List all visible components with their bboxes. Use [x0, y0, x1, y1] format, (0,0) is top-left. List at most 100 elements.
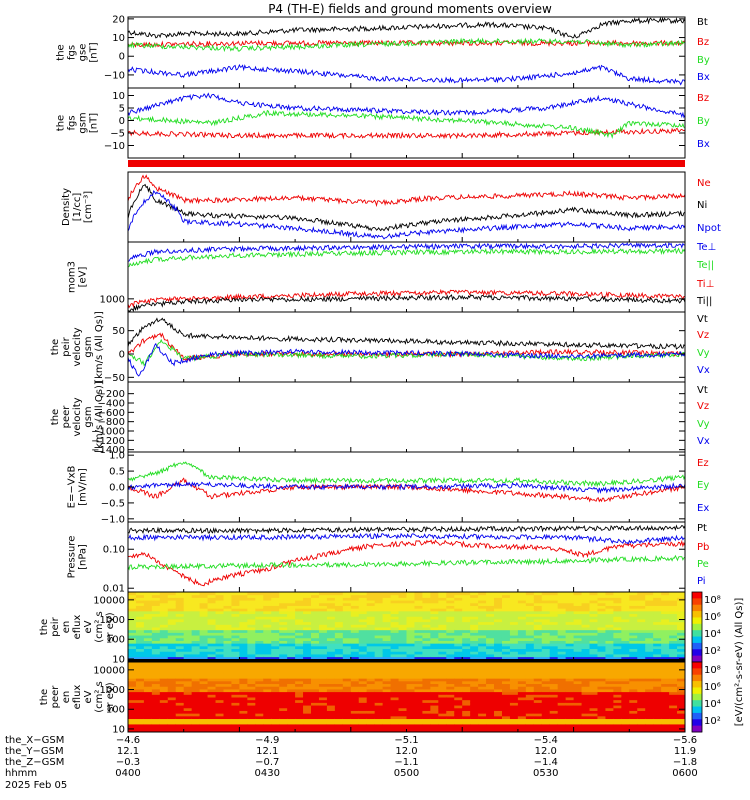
legend-entry: Te||: [696, 260, 714, 271]
series-by-line: [127, 109, 686, 139]
colorbar-label: [eV/(cm²-s-sr-eV) (All Qs)]: [734, 598, 745, 727]
colorbar-band: [692, 636, 702, 644]
legend-entry: Vy: [697, 419, 710, 430]
y-tick-label: 0: [119, 350, 125, 361]
y-axis-label: [eV]: [78, 267, 89, 288]
x-axis-value: 12.1: [256, 746, 278, 757]
colorbar-band: [692, 604, 702, 612]
y-axis-label: the: [50, 409, 61, 425]
legend-entry: Ti||: [696, 296, 712, 307]
y-axis-label: peir: [61, 336, 72, 356]
series-pb-line: [127, 539, 686, 587]
colorbar-tick-label: 10⁶: [704, 682, 721, 693]
y-axis-label: eflux: [72, 685, 83, 710]
x-axis-row-label: the_Y−GSM: [5, 746, 64, 757]
x-axis-labels: the_X−GSM −4.6 −4.9 −5.1 −5.4 −5.6 the_Y−GSM 12…: [5, 735, 698, 791]
y-tick-label: 0.0: [109, 483, 125, 494]
legend-entry: Pe: [697, 559, 709, 570]
legend-entry: Ex: [697, 503, 709, 514]
y-tick-label: −400: [98, 399, 125, 410]
y-axis-label: [nT]: [89, 42, 100, 62]
y-tick-label: −0.5: [101, 498, 125, 509]
series-bx-line: [127, 63, 686, 86]
colorbar-band: [692, 611, 702, 618]
legend-entry: Bz: [697, 93, 709, 104]
spectrogram-p9: [128, 592, 686, 663]
colorbar-tick-label: 10⁴: [704, 629, 721, 640]
colorbar-band: [692, 649, 702, 657]
y-tick-label: 50: [112, 326, 125, 337]
series-te-line: [127, 247, 686, 268]
y-tick-label: 10: [112, 654, 125, 665]
x-axis-value: 0530: [533, 768, 558, 779]
legend-entry: Vy: [697, 348, 710, 359]
y-axis-label: eV: [83, 620, 94, 633]
series-ez-line: [127, 477, 686, 503]
colorbar-band: [692, 687, 702, 695]
y-axis-label: [nPa]: [78, 544, 89, 570]
legend-entry: Pb: [697, 542, 709, 553]
y-axis-label: mom3: [67, 261, 78, 293]
y-axis-label: E=−VxB: [67, 466, 78, 509]
y-axis-label: gsm: [83, 406, 94, 427]
y-tick-label: −1000: [91, 427, 125, 438]
legend-entry: Vx: [697, 365, 710, 376]
y-axis-label: the: [50, 339, 61, 355]
panel-p7: 1.0 0.5 0.0 −0.5 −1.0 E=−VxB [mV/m] Ez Ey Ex: [67, 451, 710, 526]
y-axis-label: sr eV): [105, 612, 116, 641]
legend-entry: Vt: [697, 385, 708, 396]
x-axis-value: −5.6: [673, 735, 697, 746]
y-axis-label: velocity: [72, 397, 83, 436]
series-vy-line: [127, 338, 686, 367]
colorbar: 10⁸ 10⁶ 10⁴ 10² 10⁸ 10⁶ 10⁴ 10² [eV/(cm²-s-sr-eV…: [691, 591, 745, 733]
legend-entry: Ey: [697, 480, 709, 491]
x-axis-value: 11.9: [674, 746, 696, 757]
legend-entry: Vt: [697, 314, 708, 325]
y-tick-label: 0.5: [109, 467, 125, 478]
y-axis-label: peer: [50, 685, 61, 709]
x-axis-value: −5.4: [534, 735, 558, 746]
legend-entry: Vx: [697, 436, 710, 447]
series-pi-line: [127, 532, 686, 546]
y-axis-label: eflux: [72, 615, 83, 640]
legend-entry: Vz: [697, 330, 709, 341]
series-ni-line: [127, 183, 686, 232]
y-axis-label: [cm⁻³]: [83, 191, 94, 223]
legend-entry: Ni: [697, 200, 707, 211]
series-ti-line: [127, 294, 686, 312]
panel-p3: Density [1/cc] [cm⁻³] Ne Ni Npot: [61, 171, 721, 243]
colorbar-band: [692, 642, 702, 650]
panel-p2: 10 50 −5−10 the fgs gsm [nT] Bz By Bx: [56, 87, 710, 159]
series-bz-line: [127, 127, 686, 140]
series-bt-line: [127, 16, 686, 39]
colorbar-band: [692, 655, 702, 663]
x-axis-value: −0.7: [255, 757, 279, 768]
x-axis-value: −4.9: [255, 735, 279, 746]
y-tick-label: 10: [112, 724, 125, 735]
y-axis-label: velocity: [72, 327, 83, 366]
colorbar-band: [692, 712, 702, 720]
colorbar-tick-label: 10⁴: [704, 699, 721, 710]
y-tick-label: 10: [112, 91, 125, 102]
y-tick-label: 0: [119, 52, 125, 63]
colorbar-band: [692, 668, 702, 676]
legend-entry: Ne: [697, 178, 711, 189]
series-ti-line: [127, 288, 686, 309]
x-axis-value: −1.4: [534, 757, 558, 768]
x-axis-value: 12.1: [117, 746, 139, 757]
y-tick-label: 100: [106, 635, 125, 646]
y-tick-label: −10: [104, 70, 125, 81]
y-tick-label: −50: [104, 373, 125, 384]
legend-entry: Ti⊥: [696, 279, 714, 290]
colorbar-frame: [691, 661, 703, 733]
y-tick-label: −200: [98, 389, 125, 400]
colorbar-band: [692, 623, 702, 631]
series-ne-line: [127, 174, 686, 208]
colorbar-tick-label: 10⁸: [704, 595, 721, 606]
panel-p5: 50 0 −50 the peir velocity gsm [km/s (All Qs)] V…: [50, 311, 710, 384]
y-axis-label: gsm: [83, 336, 94, 357]
colorbar-tick-label: 10²: [704, 716, 721, 727]
y-tick-label: 10: [112, 33, 125, 44]
spectrogram-p10: [128, 662, 686, 733]
legend-entry: Bx: [697, 72, 710, 83]
